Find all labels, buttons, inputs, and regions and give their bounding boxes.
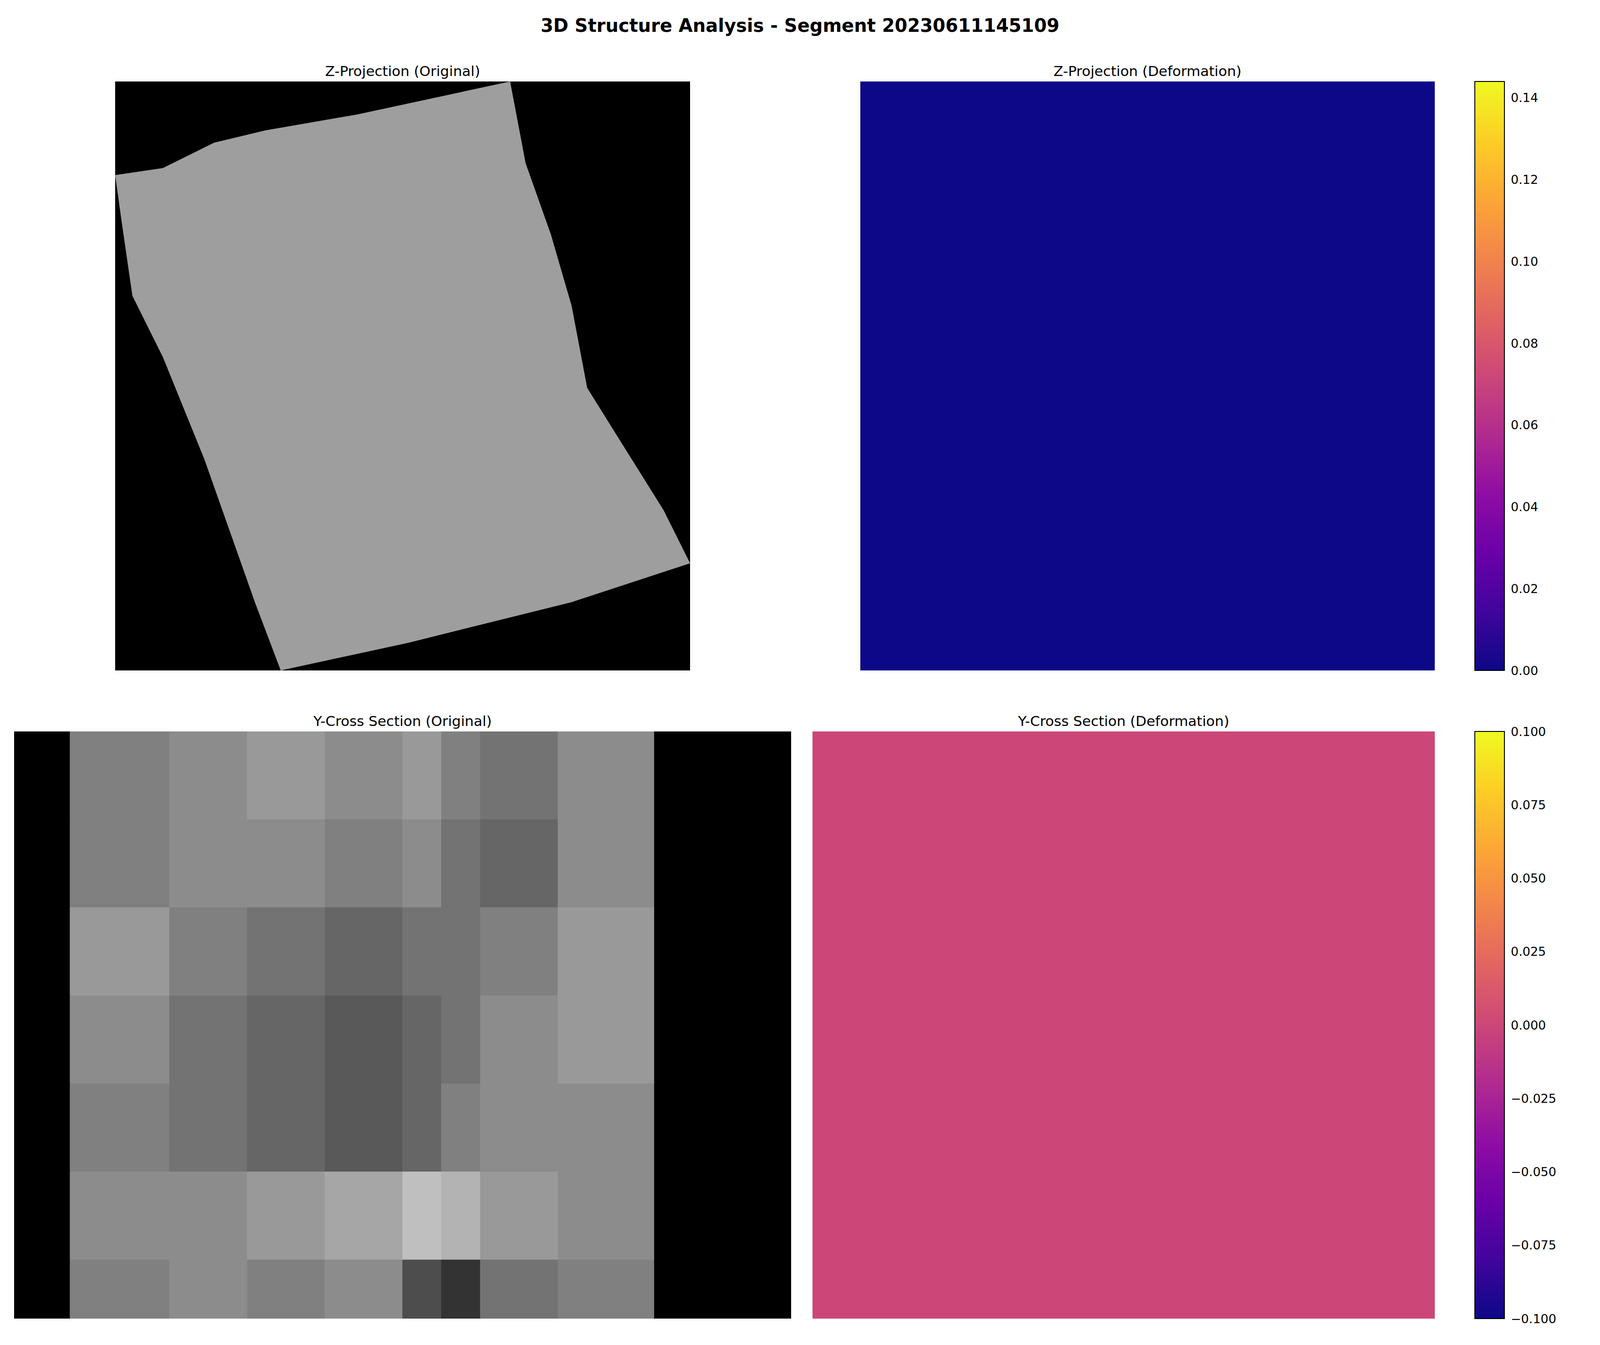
svg-text:0.050: 0.050 (1510, 871, 1546, 886)
svg-text:0.08: 0.08 (1510, 336, 1539, 351)
svg-text:0.04: 0.04 (1510, 499, 1539, 514)
svg-text:0.06: 0.06 (1510, 417, 1539, 432)
svg-text:3D Structure Analysis - Segmen: 3D Structure Analysis - Segment 20230611… (540, 15, 1060, 36)
svg-text:0.025: 0.025 (1510, 944, 1546, 959)
svg-text:0.00: 0.00 (1510, 663, 1539, 678)
svg-text:0.12: 0.12 (1510, 172, 1539, 187)
svg-text:Z-Projection (Original): Z-Projection (Original) (325, 62, 481, 80)
svg-text:0.075: 0.075 (1510, 797, 1546, 813)
svg-text:Y-Cross Section (Original): Y-Cross Section (Original) (313, 712, 493, 730)
svg-text:0.14: 0.14 (1510, 90, 1539, 105)
svg-text:Z-Projection (Deformation): Z-Projection (Deformation) (1053, 62, 1242, 80)
svg-text:0.02: 0.02 (1510, 581, 1539, 596)
svg-text:−0.075: −0.075 (1510, 1238, 1557, 1253)
svg-text:0.10: 0.10 (1510, 254, 1539, 269)
svg-text:0.000: 0.000 (1510, 1018, 1546, 1033)
svg-text:−0.050: −0.050 (1510, 1164, 1557, 1179)
svg-text:−0.100: −0.100 (1510, 1311, 1557, 1326)
svg-text:0.100: 0.100 (1510, 724, 1546, 739)
svg-text:Y-Cross Section (Deformation): Y-Cross Section (Deformation) (1017, 712, 1230, 730)
svg-text:−0.025: −0.025 (1510, 1091, 1557, 1106)
